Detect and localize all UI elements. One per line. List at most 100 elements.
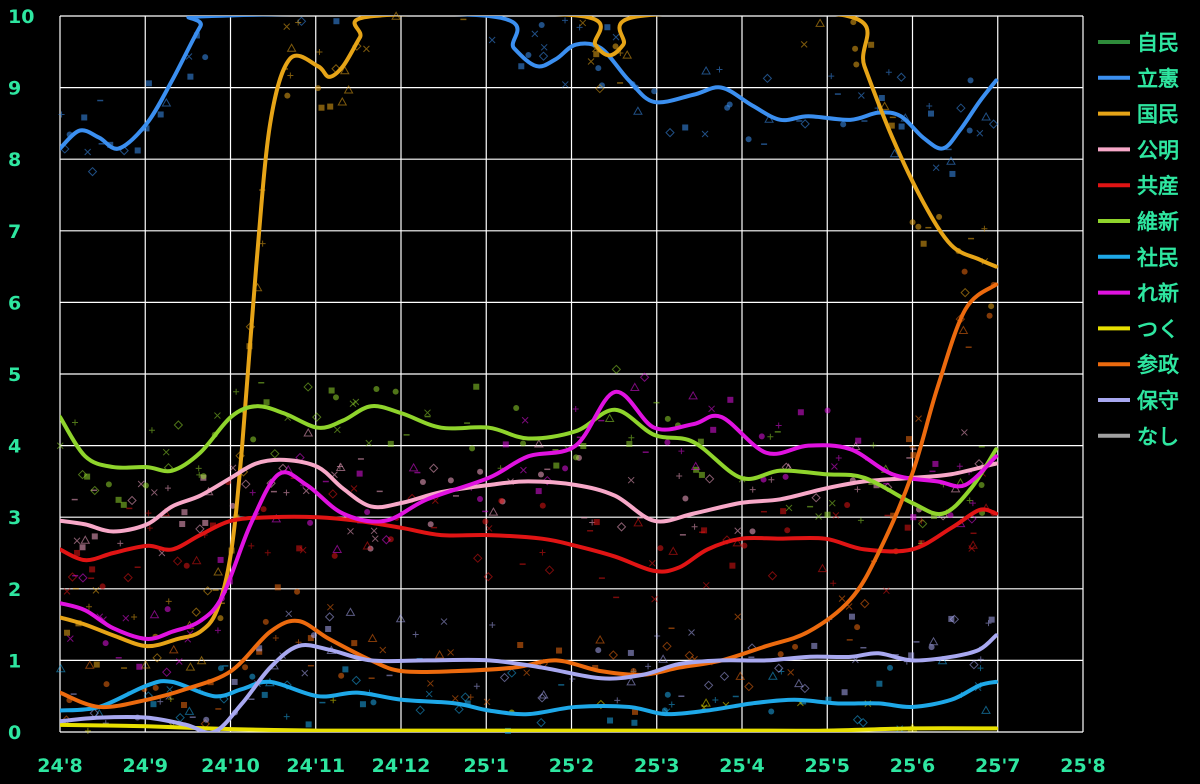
scatter-point xyxy=(595,634,605,644)
scatter-point xyxy=(233,388,240,395)
scatter-point xyxy=(473,553,483,563)
scatter-point xyxy=(332,544,343,553)
scatter-point xyxy=(703,680,714,691)
scatter-point xyxy=(196,655,207,665)
scatter-point xyxy=(364,508,371,515)
x-tick-label: 25'4 xyxy=(719,755,764,777)
scatter-point xyxy=(928,636,939,646)
scatter-point xyxy=(878,95,885,102)
scatter-point xyxy=(883,587,890,595)
scatter-point xyxy=(838,595,846,603)
scatter-point xyxy=(633,517,644,527)
scatter-point xyxy=(99,583,106,590)
y-axis-ticks: 0 1 2 3 4 5 6 7 8 9 10 xyxy=(8,6,34,744)
scatter-point xyxy=(191,607,201,617)
scatter-point xyxy=(931,512,938,519)
scatter-point xyxy=(523,669,531,677)
scatter-point xyxy=(915,415,922,422)
scatter-point xyxy=(520,440,527,447)
series-line-共産 xyxy=(60,507,999,574)
scatter-point xyxy=(80,535,91,544)
scatter-point xyxy=(604,413,615,422)
scatter-point xyxy=(967,77,974,84)
scatter-point xyxy=(540,43,548,51)
scatter-point xyxy=(77,469,88,480)
x-tick-label: 24'12 xyxy=(372,755,431,777)
scatter-point xyxy=(331,552,338,559)
scatter-point xyxy=(152,684,159,691)
scatter-point xyxy=(651,88,658,95)
scatter-point xyxy=(164,485,171,492)
scatter-point xyxy=(259,240,266,247)
scatter-point xyxy=(412,631,419,638)
scatter-point xyxy=(956,463,963,470)
scatter-point xyxy=(489,621,496,628)
legend-label: 維新 xyxy=(1137,210,1179,234)
scatter-point xyxy=(853,61,860,68)
scatter-point xyxy=(988,303,995,310)
scatter-point xyxy=(270,448,280,459)
scatter-point xyxy=(447,649,454,656)
scatter-point xyxy=(84,473,91,480)
scatter-point xyxy=(988,616,995,623)
scatter-point xyxy=(217,615,224,622)
scatter-point xyxy=(447,477,454,484)
scatter-point xyxy=(664,691,671,698)
scatter-point xyxy=(440,618,448,625)
scatter-point xyxy=(318,104,325,111)
scatter-point xyxy=(889,148,900,158)
scatter-point xyxy=(263,399,270,406)
scatter-point xyxy=(825,696,832,703)
scatter-point xyxy=(89,566,96,573)
scatter-point xyxy=(483,698,491,706)
scatter-point xyxy=(166,686,174,693)
scatter-point xyxy=(256,645,263,652)
scatter-point xyxy=(359,701,366,708)
scatter-point xyxy=(841,689,848,696)
scatter-point xyxy=(572,406,579,413)
scatter-point xyxy=(195,465,202,472)
scatter-point xyxy=(961,429,968,436)
scatter-point xyxy=(347,527,354,535)
scatter-point xyxy=(852,45,859,52)
scatter-point xyxy=(286,43,297,52)
scatter-point xyxy=(217,556,224,563)
scatter-point xyxy=(534,438,544,448)
scatter-point xyxy=(424,409,431,417)
scatter-point xyxy=(327,603,334,611)
scatter-point xyxy=(181,509,188,516)
scatter-point xyxy=(651,595,658,603)
scatter-point xyxy=(200,473,207,480)
scatter-point xyxy=(241,479,251,489)
scatter-point xyxy=(538,51,549,61)
scatter-point xyxy=(202,586,213,596)
scatter-point xyxy=(272,635,279,642)
scatter-point xyxy=(824,407,831,414)
scatter-point xyxy=(339,65,350,75)
legend-label: なし xyxy=(1137,425,1179,449)
scatter-point xyxy=(879,101,890,110)
scatter-point xyxy=(794,678,804,688)
scatter-point xyxy=(498,497,505,504)
scatter-point xyxy=(283,713,290,720)
scatter-point xyxy=(371,535,379,543)
scatter-point xyxy=(830,580,837,587)
scatter-point xyxy=(363,45,370,53)
x-tick-label: 25'1 xyxy=(464,755,509,777)
legend-label: 立憲 xyxy=(1137,67,1179,91)
scatter-point xyxy=(969,660,979,670)
scatter-point xyxy=(513,404,520,411)
scatter-point xyxy=(157,698,164,705)
scatter-point xyxy=(283,489,290,496)
scatter-point xyxy=(844,501,851,508)
scatter-point xyxy=(356,470,363,477)
y-tick-label: 9 xyxy=(8,78,21,100)
scatter-point xyxy=(852,715,863,725)
scatter-point xyxy=(857,92,865,99)
scatter-point xyxy=(701,527,708,534)
scatter-point xyxy=(697,438,704,445)
scatter-point xyxy=(936,213,943,220)
scatter-point xyxy=(932,460,939,467)
scatter-point xyxy=(908,652,915,659)
y-tick-label: 10 xyxy=(8,6,34,28)
